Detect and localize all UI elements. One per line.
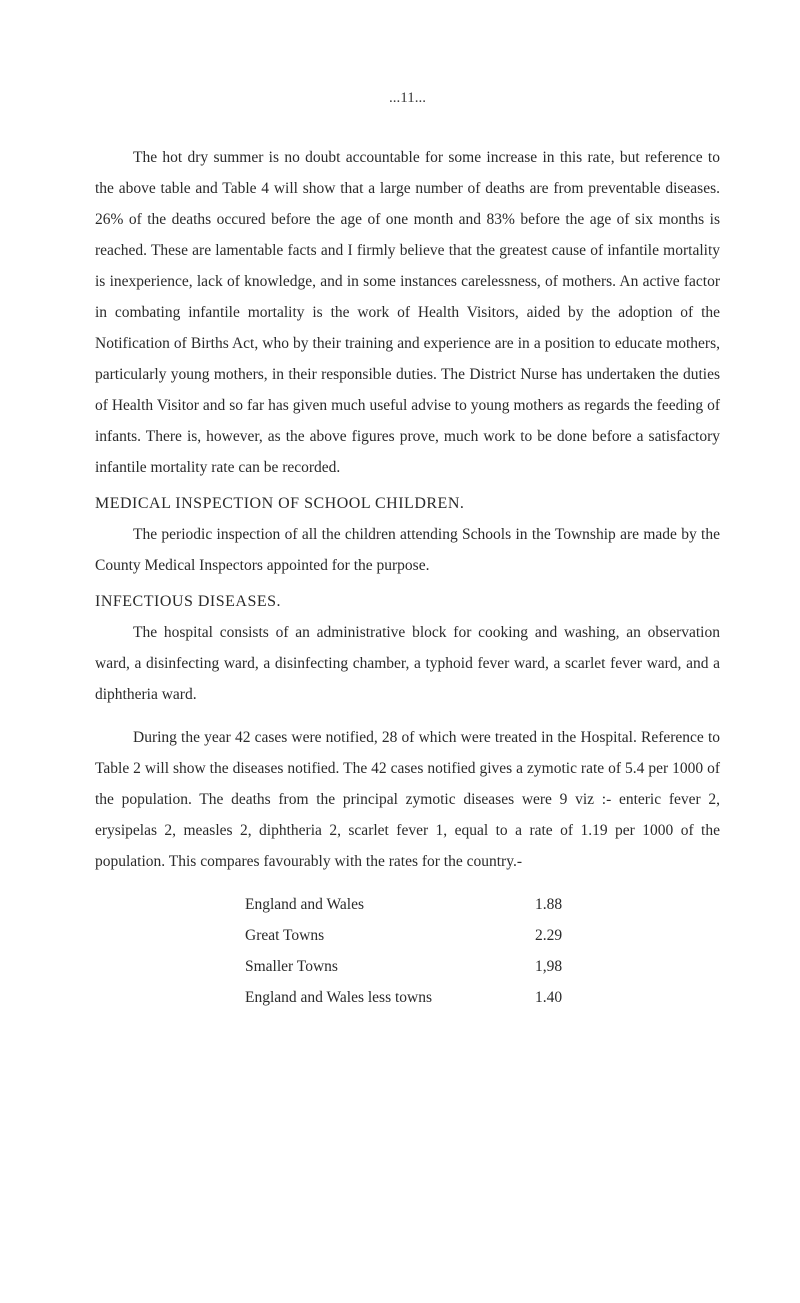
paragraph-4: During the year 42 cases were notified, … <box>95 722 720 877</box>
stats-label: England and Wales <box>245 889 535 920</box>
stats-label: England and Wales less towns <box>245 982 535 1013</box>
heading-medical-inspection: MEDICAL INSPECTION OF SCHOOL CHILDREN. <box>95 495 720 513</box>
page-number: ...11... <box>95 90 720 107</box>
paragraph-1: The hot dry summer is no doubt accountab… <box>95 142 720 483</box>
stats-row: Great Towns 2.29 <box>245 920 720 951</box>
stats-value: 1.88 <box>535 889 595 920</box>
stats-row: Smaller Towns 1,98 <box>245 951 720 982</box>
stats-value: 1,98 <box>535 951 595 982</box>
paragraph-2: The periodic inspection of all the child… <box>95 519 720 581</box>
paragraph-3: The hospital consists of an administrati… <box>95 617 720 710</box>
stats-row: England and Wales less towns 1.40 <box>245 982 720 1013</box>
stats-label: Smaller Towns <box>245 951 535 982</box>
stats-label: Great Towns <box>245 920 535 951</box>
stats-table: England and Wales 1.88 Great Towns 2.29 … <box>245 889 720 1013</box>
stats-row: England and Wales 1.88 <box>245 889 720 920</box>
stats-value: 1.40 <box>535 982 595 1013</box>
stats-value: 2.29 <box>535 920 595 951</box>
heading-infectious-diseases: INFECTIOUS DISEASES. <box>95 593 720 611</box>
